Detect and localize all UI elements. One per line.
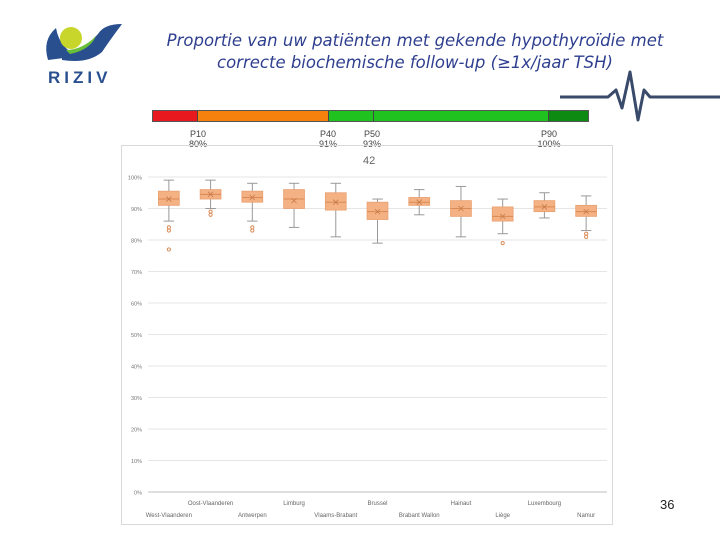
x-tick-label: Brabant Wallon [399, 513, 440, 519]
outlier-point [250, 228, 255, 233]
mean-marker [249, 194, 256, 201]
x-tick-label: Luxembourg [528, 501, 561, 507]
percentile-p90: P90 100% [532, 129, 566, 149]
scale-segment-orange [196, 111, 328, 121]
pulse-line-icon [560, 70, 720, 122]
y-tick-label: 80% [131, 239, 142, 245]
box [408, 197, 431, 206]
mean-marker [291, 197, 297, 204]
riziv-emblem-icon [46, 24, 122, 61]
mean-marker [207, 191, 214, 198]
scale-segment-green-low [328, 111, 373, 121]
mean-marker [583, 208, 589, 215]
x-tick-label: Vlaams-Brabant [314, 513, 357, 519]
percentile-label: P90 [540, 129, 557, 139]
x-tick-label: West-Vlaanderen [146, 513, 192, 519]
percentile-p40: P40 91% [313, 129, 343, 149]
y-tick-label: 100% [128, 176, 142, 182]
scale-segment-red [153, 111, 197, 121]
percentile-value: 91% [318, 139, 337, 149]
outlier-point [584, 234, 589, 239]
outlier-point [500, 241, 505, 246]
logo-text: RIZIV [48, 68, 112, 87]
mean-marker [416, 199, 423, 205]
box [533, 200, 556, 213]
y-tick-label: 40% [131, 365, 142, 371]
y-tick-label: 70% [131, 270, 142, 276]
box [491, 206, 514, 222]
box [575, 204, 597, 217]
percentile-label: P50 [363, 129, 380, 139]
title-line-1: Proportie van uw patiënten met gekende h… [166, 31, 664, 50]
outlier-point [208, 212, 213, 217]
chart-frame [121, 145, 613, 525]
outlier-point [166, 247, 171, 252]
box [241, 190, 264, 203]
percentile-label: P10 [189, 129, 206, 139]
practice-count: 42 [363, 155, 376, 167]
y-tick-label: 60% [131, 302, 142, 308]
x-tick-label: Limburg [283, 501, 305, 507]
percentile-color-scale [152, 110, 589, 122]
percentile-p10: P10 80% [183, 129, 213, 149]
title-line-2: correcte biochemische follow-up (≥1x/jaa… [217, 53, 613, 72]
y-tick-label: 90% [131, 207, 142, 213]
x-tick-label: Hainaut [451, 501, 472, 507]
x-tick-label: Brussel [367, 501, 387, 507]
percentile-value: 93% [362, 139, 381, 149]
mean-marker [332, 199, 339, 205]
percentile-p50: P50 93% [357, 129, 387, 149]
box [324, 192, 347, 211]
y-tick-label: 50% [131, 333, 142, 339]
mean-marker [458, 205, 464, 212]
outlier-point [166, 228, 171, 233]
x-tick-label: Liège [495, 513, 510, 519]
riziv-logo: RIZIV [40, 20, 130, 90]
mean-marker [374, 208, 381, 215]
mean-marker [499, 213, 506, 220]
mean-marker [166, 196, 172, 202]
mean-marker [541, 204, 548, 210]
x-tick-label: Antwerpen [238, 513, 267, 519]
scale-segment-darkgreen [547, 111, 588, 121]
y-tick-label: 20% [131, 428, 142, 434]
percentile-value: 100% [537, 139, 561, 149]
scale-segment-green [372, 111, 548, 121]
y-tick-label: 30% [131, 396, 142, 402]
y-tick-label: 10% [131, 459, 142, 465]
box [158, 190, 180, 206]
page-number: 36 [660, 497, 675, 512]
box [366, 201, 389, 220]
percentile-value: 80% [188, 139, 207, 149]
y-tick-label: 0% [134, 491, 142, 497]
slide-title: Proportie van uw patiënten met gekende h… [150, 30, 680, 74]
x-tick-label: Namur [577, 513, 595, 519]
x-tick-label: Oost-Vlaanderen [188, 501, 233, 507]
percentile-label: P40 [319, 129, 336, 139]
